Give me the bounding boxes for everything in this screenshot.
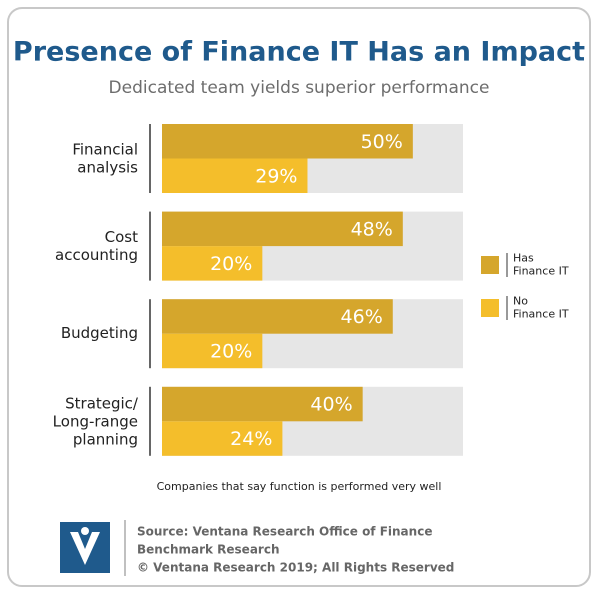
note: Companies that say function is performed…	[157, 480, 442, 493]
bar	[162, 386, 363, 422]
bar	[162, 158, 308, 193]
source-line: © Ventana Research 2019; All Rights Rese…	[137, 561, 454, 575]
category-label: Cost accounting	[55, 228, 138, 264]
legend-swatch	[481, 256, 499, 274]
chart-title: Presence of Finance IT Has an Impact	[13, 37, 585, 68]
bar	[162, 246, 263, 281]
source-line: Benchmark Research	[137, 543, 280, 557]
logo-dot	[81, 527, 89, 535]
category-label: Strategic/Long-range planning	[53, 394, 139, 448]
value-label: 48%	[351, 218, 393, 240]
bar	[162, 333, 263, 369]
category-label: Budgeting	[61, 324, 138, 342]
bar	[162, 124, 413, 159]
value-label: 20%	[210, 340, 252, 362]
value-label: 46%	[341, 306, 383, 328]
value-label: 40%	[310, 394, 352, 416]
logo-mark	[70, 532, 100, 565]
category-label: Financial analysis	[72, 140, 138, 176]
legend-label: Has Finance IT	[513, 252, 569, 278]
value-label: 24%	[230, 428, 272, 450]
legend-label: No Finance IT	[513, 295, 569, 321]
chart-subtitle: Dedicated team yields superior performan…	[109, 78, 490, 98]
bar	[162, 421, 283, 456]
bar	[162, 299, 393, 334]
legend-swatch	[481, 299, 499, 317]
value-label: 29%	[255, 165, 297, 187]
bar	[162, 211, 403, 247]
value-label: 20%	[210, 253, 252, 275]
source-line: Source: Ventana Research Office of Finan…	[137, 525, 432, 539]
value-label: 50%	[361, 131, 403, 153]
